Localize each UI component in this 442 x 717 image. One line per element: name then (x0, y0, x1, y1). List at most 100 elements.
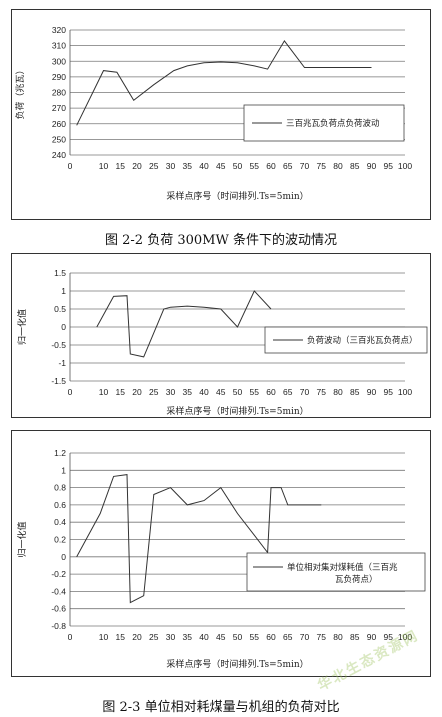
y-tick-label: 1 (61, 286, 66, 296)
x-tick-label: 0 (68, 387, 73, 397)
chart-panel-load-fluctuation: 240 250 260 270 280 290 300 310 320 0 10 15 20 25 30 35… (11, 9, 431, 220)
y-tick-label: 1.5 (54, 268, 66, 278)
x-tick-label: 10 (99, 632, 109, 642)
x-tick-label: 20 (132, 161, 142, 171)
x-tick-label: 60 (266, 632, 276, 642)
x-tick-label: 25 (149, 632, 159, 642)
y-tick-label: -0.6 (51, 604, 66, 614)
x-tick-label: 90 (367, 161, 377, 171)
x-tick-label: 55 (250, 632, 260, 642)
x-tick-label: 80 (333, 161, 343, 171)
x-tick-label: 40 (199, 161, 209, 171)
x-tick-label: 90 (367, 632, 377, 642)
y-tick-label: 280 (52, 88, 66, 98)
x-axis-label: 采样点序号（时间排列.Ts=5min） (166, 190, 308, 202)
y-tick-label: 0.5 (54, 304, 66, 314)
legend-label: 负荷波动（三百兆瓦负荷点） (307, 335, 418, 346)
x-tick-label: 10 (99, 161, 109, 171)
y-tick-label: 0 (61, 552, 66, 562)
y-tick-label: 320 (52, 25, 66, 35)
y-tick-label: -0.5 (51, 340, 66, 350)
x-tick-label: 95 (384, 387, 394, 397)
y-tick-label: 290 (52, 72, 66, 82)
x-tick-label: 70 (300, 387, 310, 397)
chart-3-svg: 1.210.80.60.40.20-0.2-0.4-0.6-0.80 10 15 20… (16, 448, 426, 670)
legend-box (246, 552, 426, 592)
x-tick-label: 30 (166, 387, 176, 397)
x-tick-label: 50 (233, 387, 243, 397)
y-tick-label: -1.5 (51, 376, 66, 386)
x-tick-label: 65 (283, 161, 293, 171)
y-axis-label: 负荷（兆瓦） (14, 65, 26, 119)
x-axis-label: 采样点序号（时间排列.Ts=5min） (166, 658, 308, 670)
x-tick-label: 45 (216, 632, 226, 642)
x-tick-label: 20 (132, 387, 142, 397)
y-tick-label: 0.2 (54, 535, 66, 545)
x-tick-label: 80 (333, 387, 343, 397)
y-tick-label: 0.6 (54, 500, 66, 510)
y-tick-label: 260 (52, 119, 66, 129)
y-tick-label: -0.2 (51, 569, 66, 579)
x-tick-label: 60 (266, 387, 276, 397)
y-tick-label: 1 (61, 465, 66, 475)
x-tick-label: 75 (317, 632, 327, 642)
x-tick-label: 45 (216, 161, 226, 171)
x-tick-label: 65 (283, 632, 293, 642)
y-axis-label: 归一化值 (16, 521, 28, 557)
y-tick-label: -1 (58, 358, 66, 368)
x-tick-label: 100 (398, 387, 412, 397)
x-tick-label: 50 (233, 161, 243, 171)
y-tick-label: 240 (52, 150, 66, 160)
x-tick-label: 45 (216, 387, 226, 397)
x-tick-label: 95 (384, 632, 394, 642)
chart-panel-coal-consumption: 1.2 1 0.8 0.6 0.4 0.2 0 -0.2 -0.4 -0.6 -0.8 0 10 15 20… (11, 430, 431, 677)
x-tick-label: 95 (384, 161, 394, 171)
x-tick-label: 100 (398, 632, 412, 642)
y-tick-label: 300 (52, 56, 66, 66)
x-tick-label: 75 (317, 387, 327, 397)
y-tick-label: 250 (52, 134, 66, 144)
y-tick-label: 310 (52, 41, 66, 51)
x-tick-label: 0 (68, 161, 73, 171)
x-tick-label: 35 (183, 632, 193, 642)
y-tick-label: -0.8 (51, 621, 66, 631)
y-tick-label: 270 (52, 103, 66, 113)
x-tick-label: 25 (149, 161, 159, 171)
figure-caption-2-2: 图 2-2 负荷 300MW 条件下的波动情况 (105, 233, 337, 248)
y-axis-label: 归一化值 (16, 309, 28, 345)
x-tick-label: 40 (199, 387, 209, 397)
x-tick-label: 30 (166, 161, 176, 171)
y-tick-label: 0.8 (54, 483, 66, 493)
chart-panel-normalized-load: 1.5 1 0.5 0 -0.5 -1 -1.5 0 10 15 20 25 30 35 40 45 50 55 6… (11, 253, 431, 418)
x-tick-label: 80 (333, 632, 343, 642)
x-tick-label: 65 (283, 387, 293, 397)
x-tick-label: 75 (317, 161, 327, 171)
series-line (76, 40, 372, 126)
x-tick-label: 55 (250, 387, 260, 397)
y-tick-label: -0.4 (51, 586, 66, 596)
x-tick-label: 70 (300, 161, 310, 171)
chart-1-svg: 240 250 260 270 280 290 300 310 320 0 10 15 20 25 30 35… (14, 25, 412, 202)
x-tick-label: 35 (183, 161, 193, 171)
figure-caption-2-3: 图 2-3 单位相对耗煤量与机组的负荷对比 (102, 700, 340, 715)
x-tick-label: 0 (68, 632, 73, 642)
chart-2-svg: 1.510.50-0.5-1-1.50 10 15 20 25 30 35 40 45 50 55 6… (16, 268, 428, 417)
x-tick-label: 20 (132, 632, 142, 642)
x-tick-label: 15 (116, 161, 126, 171)
x-tick-label: 50 (233, 632, 243, 642)
x-tick-label: 15 (116, 387, 126, 397)
legend-label: 三百兆瓦负荷点负荷波动 (286, 118, 380, 129)
x-tick-label: 40 (199, 632, 209, 642)
x-axis-label: 采样点序号（时间排列.Ts=5min） (166, 405, 308, 417)
x-tick-label: 85 (350, 632, 360, 642)
legend-label: 单位相对集对煤耗值（三百兆瓦负荷点） (287, 562, 398, 585)
x-tick-label: 35 (183, 387, 193, 397)
x-tick-label: 90 (367, 387, 377, 397)
y-tick-label: 1.2 (54, 448, 66, 458)
x-tick-label: 85 (350, 161, 360, 171)
x-tick-label: 85 (350, 387, 360, 397)
x-tick-label: 15 (116, 632, 126, 642)
x-tick-label: 70 (300, 632, 310, 642)
x-tick-label: 60 (266, 161, 276, 171)
series-line (76, 474, 322, 604)
